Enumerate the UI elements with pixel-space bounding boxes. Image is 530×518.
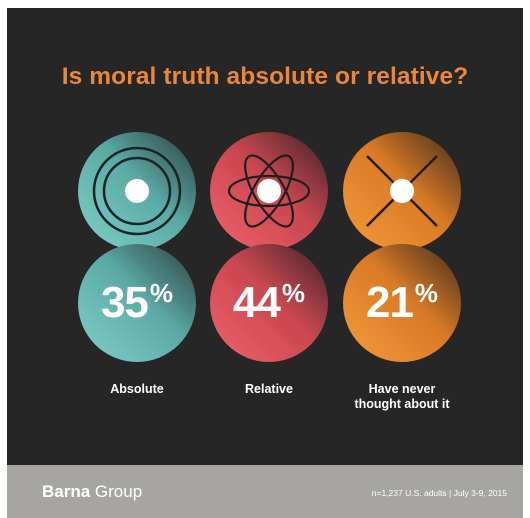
atom-icon	[210, 132, 328, 250]
never-percent-circle: 21%	[343, 244, 461, 362]
relative-value: 44	[232, 278, 281, 327]
relative-icon-circle	[210, 132, 328, 250]
barna-group-logo: Barna Group	[42, 482, 142, 502]
never-label-line-2: thought about it	[354, 397, 450, 411]
relative-percent-circle: 44%	[210, 244, 328, 362]
never-percent: 21%	[343, 244, 461, 362]
absolute-percent-circle: 35%	[78, 244, 196, 362]
never-value: 21	[365, 278, 414, 327]
target-icon	[78, 132, 196, 250]
absolute-label: Absolute	[110, 382, 164, 396]
chart-title: Is moral truth absolute or relative?	[61, 63, 469, 90]
relative-percent: 44%	[210, 244, 328, 362]
never-label-line-1: Have never	[368, 382, 436, 396]
infographic-card: Is moral truth absolute or relative?	[7, 8, 523, 465]
x-cross-icon	[343, 132, 461, 250]
logo-regular-text: Group	[94, 482, 143, 501]
footer-bar: Barna Group n=1,237 U.S. adults | July 3…	[7, 465, 523, 518]
absolute-value: 35	[100, 278, 149, 327]
logo-bold-text: Barna	[42, 482, 91, 501]
never-label: Have never thought about it	[332, 382, 472, 412]
never-icon-circle	[343, 132, 461, 250]
absolute-percent-sign: %	[149, 278, 174, 308]
relative-percent-sign: %	[281, 278, 306, 308]
absolute-percent: 35%	[78, 244, 196, 362]
never-percent-sign: %	[414, 278, 439, 308]
relative-label: Relative	[245, 382, 293, 396]
absolute-icon-circle	[78, 132, 196, 250]
source-note: n=1,237 U.S. adults | July 3-9, 2015	[371, 488, 507, 498]
